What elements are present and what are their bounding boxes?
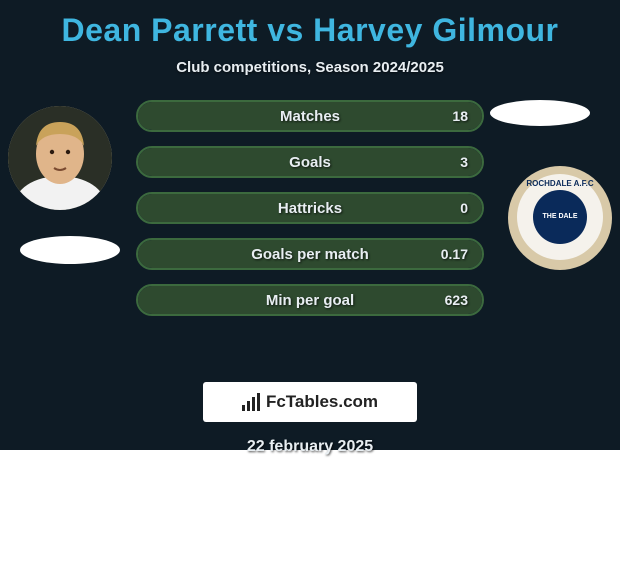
stat-pill: Goals per match0.17 [136, 238, 484, 270]
stat-label: Goals [138, 154, 482, 171]
club-badge-top-text: ROCHDALE A.F.C [517, 180, 603, 189]
club-badge: ROCHDALE A.F.C THE DALE [517, 174, 603, 260]
chart-icon [242, 393, 260, 411]
stat-value-right: 3 [460, 154, 468, 170]
stats-column: Matches18 Goals3 Hattricks0 Goals per match… [136, 100, 484, 330]
club-badge-inner: THE DALE [533, 190, 587, 244]
subtitle: Club competitions, Season 2024/2025 [0, 59, 620, 76]
stat-value-right: 18 [452, 108, 468, 124]
stat-pill: Matches18 [136, 100, 484, 132]
stat-label: Min per goal [138, 292, 482, 309]
date-text: 22 february 2025 [0, 438, 620, 456]
logo-text: FcTables.com [266, 392, 378, 412]
player-right-club-badge: ROCHDALE A.F.C THE DALE [508, 166, 612, 270]
comparison-card: Dean Parrett vs Harvey Gilmour Club comp… [0, 0, 620, 450]
player-left-avatar [8, 106, 112, 210]
fctables-logo: FcTables.com [203, 382, 417, 422]
stat-value-right: 0.17 [441, 246, 468, 262]
page-title: Dean Parrett vs Harvey Gilmour [0, 12, 620, 49]
stat-label: Matches [138, 108, 482, 125]
stat-pill: Goals3 [136, 146, 484, 178]
body-row: ROCHDALE A.F.C THE DALE Matches18 Goals3 H… [0, 106, 620, 366]
stat-value-right: 0 [460, 200, 468, 216]
stat-value-right: 623 [445, 292, 468, 308]
stat-pill: Hattricks0 [136, 192, 484, 224]
stat-label: Hattricks [138, 200, 482, 217]
stat-label: Goals per match [138, 246, 482, 263]
right-team-ellipse [490, 100, 590, 126]
club-badge-inner-text: THE DALE [543, 213, 578, 221]
left-team-ellipse [20, 236, 120, 264]
stat-pill: Min per goal623 [136, 284, 484, 316]
